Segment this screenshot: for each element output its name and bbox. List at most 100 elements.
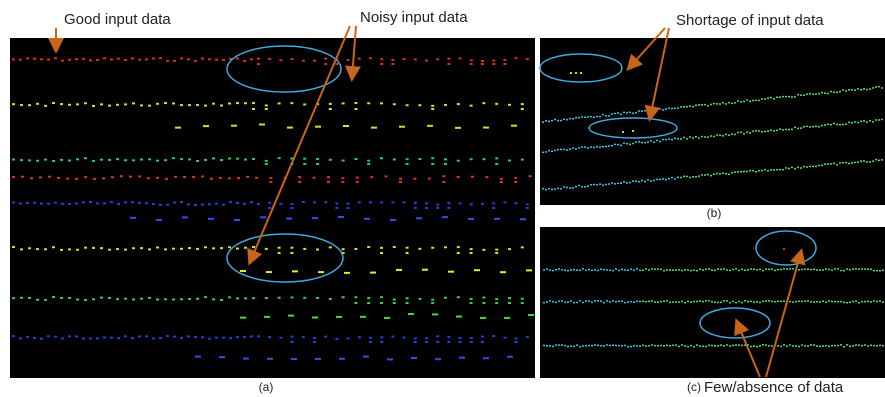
point — [591, 345, 593, 347]
point — [313, 341, 316, 343]
point — [354, 302, 357, 304]
point — [212, 103, 215, 105]
point — [776, 97, 778, 99]
point — [201, 58, 204, 60]
point — [809, 93, 811, 95]
point — [714, 270, 716, 272]
point — [521, 246, 524, 248]
point — [131, 337, 134, 339]
point — [82, 58, 85, 60]
point — [492, 63, 495, 65]
point — [779, 96, 781, 98]
point — [411, 357, 417, 359]
point — [302, 60, 305, 62]
point — [500, 178, 503, 180]
point — [582, 302, 584, 304]
point — [269, 177, 272, 179]
point — [367, 102, 370, 104]
point — [329, 159, 332, 161]
point — [800, 94, 802, 96]
point — [12, 58, 15, 60]
point — [849, 346, 851, 348]
point — [615, 268, 617, 270]
point — [551, 120, 553, 122]
point — [632, 113, 634, 115]
point — [290, 102, 293, 104]
point — [798, 269, 800, 271]
point — [481, 63, 484, 65]
point — [61, 203, 64, 205]
point — [103, 336, 106, 338]
point — [244, 247, 247, 249]
point — [212, 298, 215, 300]
point — [515, 202, 518, 204]
point — [172, 102, 175, 104]
point — [447, 58, 450, 60]
point — [677, 138, 679, 140]
point — [878, 119, 880, 121]
point — [702, 346, 704, 348]
point — [335, 202, 338, 204]
point — [858, 344, 860, 346]
point — [215, 337, 218, 339]
point — [809, 126, 811, 128]
point — [650, 140, 652, 142]
point — [403, 58, 406, 60]
point — [500, 181, 503, 183]
point — [455, 127, 461, 129]
point — [84, 299, 87, 301]
point — [609, 270, 611, 272]
point — [236, 248, 239, 250]
point — [187, 58, 190, 60]
point — [257, 203, 260, 205]
point — [252, 246, 255, 248]
point — [436, 58, 439, 60]
point — [870, 345, 872, 347]
point — [44, 105, 47, 107]
point — [313, 201, 316, 203]
point — [767, 170, 769, 172]
point — [732, 301, 734, 303]
point — [212, 157, 215, 159]
point — [237, 177, 240, 179]
point — [156, 177, 159, 179]
point — [100, 297, 103, 299]
point — [881, 87, 883, 89]
point — [659, 108, 661, 110]
point — [92, 105, 95, 107]
point — [750, 346, 752, 348]
point — [882, 345, 884, 347]
point — [33, 337, 36, 339]
point — [731, 172, 733, 174]
point — [851, 162, 853, 164]
point — [425, 202, 428, 204]
point — [665, 108, 667, 110]
point — [783, 248, 785, 250]
point — [447, 202, 450, 204]
point — [431, 157, 434, 159]
point — [380, 252, 383, 254]
point — [600, 268, 602, 270]
point — [561, 269, 563, 271]
point — [653, 110, 655, 112]
point — [737, 132, 739, 134]
point — [526, 336, 529, 338]
point — [380, 63, 383, 65]
point — [622, 131, 624, 133]
point — [786, 268, 788, 270]
point — [12, 335, 15, 337]
point — [678, 269, 680, 271]
point — [54, 336, 57, 338]
point — [651, 344, 653, 346]
point — [644, 110, 646, 112]
point — [470, 298, 473, 300]
point — [180, 158, 183, 160]
point — [821, 125, 823, 127]
point — [220, 299, 223, 301]
point — [824, 124, 826, 126]
point — [521, 298, 524, 300]
point — [578, 147, 580, 149]
point — [188, 247, 191, 249]
point — [863, 160, 865, 162]
point — [521, 108, 524, 110]
